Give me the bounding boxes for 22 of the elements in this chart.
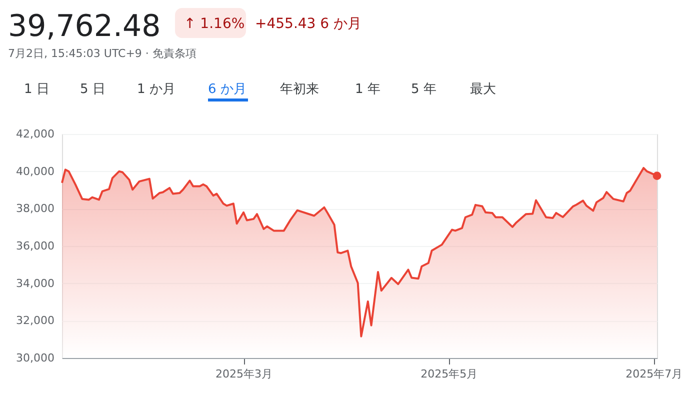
chart-title: 39,762.48 (8, 9, 161, 44)
text: 5 日 (80, 82, 106, 97)
text: 年初来 (280, 82, 319, 97)
x-tick-label: 2025年5月 (420, 368, 478, 380)
text: 最大 (470, 82, 496, 97)
text: 1 年 (355, 82, 380, 97)
y-tick-label: 38,000 (16, 202, 54, 216)
text: 7月2日, 15:45:03 UTC+9 · 免責条項 (8, 47, 196, 60)
text: 6 か月 (208, 82, 246, 97)
y-tick-label: 36,000 (16, 240, 54, 252)
text: 5 年 (411, 82, 436, 97)
text: +455.43 6 か月 (255, 16, 362, 32)
text: 1 か月 (137, 82, 176, 97)
y-tick-label: 42,000 (16, 128, 54, 140)
x-tick-label: 2025年3月 (216, 368, 273, 380)
y-tick-label: 34,000 (16, 276, 54, 290)
x-tick-label: 2025年7月 (626, 368, 683, 380)
y-tick-label: 40,000 (16, 164, 54, 178)
y-tick-label: 30,000 (16, 352, 54, 364)
text: ↑ 1.16% (184, 16, 245, 32)
y-tick-label: 32,000 (16, 314, 54, 328)
text: 1 日 (24, 82, 50, 97)
